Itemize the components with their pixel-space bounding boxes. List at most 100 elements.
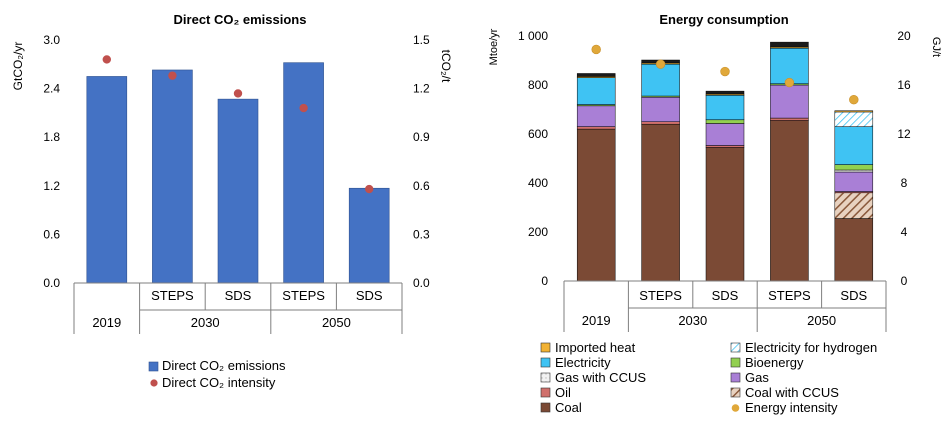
intensity-point [849, 94, 859, 105]
intensity-point [784, 77, 795, 88]
intensity-point [720, 66, 730, 77]
x-tick-label: STEPS [639, 288, 682, 303]
legend: Direct CO₂ emissions Direct CO₂ intensit… [148, 358, 286, 390]
legend-swatch [730, 342, 741, 353]
x-tick-label: SDS [356, 288, 383, 303]
x-tick-label: SDS [712, 288, 739, 303]
y-tick-label: 600 [528, 127, 548, 141]
stack-segment [705, 145, 745, 148]
y2-tick-labels: 0 4 8 12 16 20 [897, 29, 911, 288]
legend-swatch [540, 357, 551, 368]
y-tick-label: 0.0 [43, 276, 60, 290]
y-axis-label: GtCO₂/yr [11, 42, 25, 91]
stack-segment [576, 128, 616, 282]
legend-item: Energy intensity [745, 400, 838, 415]
y-tick-label: 3.0 [43, 33, 60, 47]
stack-segment [770, 120, 809, 282]
legend-swatch [730, 357, 741, 368]
x-group-label: 2019 [92, 315, 121, 330]
chart-energy-consumption: Energy consumption Mtoe/yr GJ/t 0 200 400 6… [488, 12, 942, 415]
intensity-point [299, 103, 308, 113]
y2-tick-label: 12 [897, 127, 911, 141]
y2-tick-label: 8 [901, 176, 908, 190]
stack-segment [576, 105, 616, 127]
scatter-series [591, 44, 859, 105]
y2-axis-label: GJ/t [930, 37, 942, 57]
stack-segment [834, 169, 874, 173]
chart-direct-co2: Direct CO₂ emissions GtCO₂/yr tCO₂/t 0.0… [11, 12, 453, 390]
y2-tick-labels: 0.0 0.3 0.6 0.9 1.2 1.5 [413, 33, 430, 290]
legend: Imported heat Electricity for hydrogen Ele… [540, 340, 877, 415]
y-tick-label: 2.4 [43, 82, 60, 96]
legend-item: Gas with CCUS [555, 370, 646, 385]
legend-item: Oil [555, 385, 571, 400]
y2-tick-label: 0.0 [413, 276, 430, 290]
bar [217, 98, 259, 284]
legend-swatch [540, 372, 551, 383]
legend-item: Electricity for hydrogen [745, 340, 877, 355]
y-tick-label: 0.6 [43, 227, 60, 241]
x-axis-table: STEPS SDS STEPS SDS 2019 2030 2050 [563, 281, 887, 332]
legend-swatch [540, 387, 551, 398]
y-axis-label: Mtoe/yr [488, 28, 500, 65]
legend-swatch [540, 342, 551, 353]
scatter-series [102, 55, 374, 194]
legend-marker-intensity [150, 379, 158, 387]
stack-segment [705, 147, 745, 282]
x-tick-label: STEPS [768, 288, 811, 303]
intensity-point [233, 89, 243, 98]
stack-segment [705, 95, 745, 121]
chart-title: Direct CO₂ emissions [174, 12, 307, 27]
chart-title: Energy consumption [659, 12, 788, 27]
x-group-label: 2050 [807, 313, 836, 328]
stack-segment [834, 171, 874, 192]
stack-segment [641, 97, 680, 122]
stack-segment [770, 117, 809, 121]
legend-item: Electricity [555, 355, 611, 370]
bar [86, 76, 128, 284]
legend-item-emissions: Direct CO₂ emissions [162, 358, 286, 373]
intensity-point [365, 184, 374, 194]
y-tick-label: 1.8 [43, 130, 60, 144]
legend-swatch [540, 402, 551, 413]
stack-segment [834, 110, 874, 113]
stack-segment [705, 90, 745, 95]
stack-segment [834, 192, 874, 219]
stack-segment [705, 119, 745, 124]
x-tick-label: SDS [225, 288, 252, 303]
y2-tick-label: 1.2 [413, 82, 430, 96]
legend-item: Coal [555, 400, 582, 415]
y-tick-label: 1.2 [43, 179, 60, 193]
legend-swatch [730, 387, 741, 398]
x-axis-table: STEPS SDS STEPS SDS 2019 2030 2050 [73, 283, 403, 334]
y-tick-label: 0 [541, 274, 548, 288]
x-tick-label: STEPS [282, 288, 325, 303]
stack-segment [576, 77, 616, 105]
intensity-point [168, 71, 177, 80]
legend-item-intensity: Direct CO₂ intensity [162, 375, 276, 390]
x-group-label: 2030 [678, 313, 707, 328]
legend-item: Imported heat [555, 340, 636, 355]
stack-segment [834, 126, 874, 165]
bar [152, 69, 193, 284]
y-tick-labels: 0 200 400 600 800 1 000 [518, 29, 548, 288]
legend-item: Gas [745, 370, 769, 385]
y-tick-label: 400 [528, 176, 548, 190]
x-group-label: 2019 [582, 313, 611, 328]
y2-axis-label: tCO₂/t [439, 50, 453, 83]
y2-tick-label: 16 [897, 78, 911, 92]
bar [348, 187, 390, 284]
stack-segment [705, 123, 745, 146]
x-tick-label: STEPS [151, 288, 194, 303]
stack-segment [576, 126, 616, 130]
stack-segment [834, 218, 874, 282]
stack-segment [641, 123, 680, 282]
bar [283, 62, 324, 284]
legend-item: Coal with CCUS [745, 385, 839, 400]
x-group-label: 2050 [322, 315, 351, 330]
y-tick-label: 200 [528, 225, 548, 239]
stack-segment [834, 164, 874, 171]
y2-tick-label: 20 [897, 29, 911, 43]
y-tick-labels: 0.0 0.6 1.2 1.8 2.4 3.0 [43, 33, 60, 290]
